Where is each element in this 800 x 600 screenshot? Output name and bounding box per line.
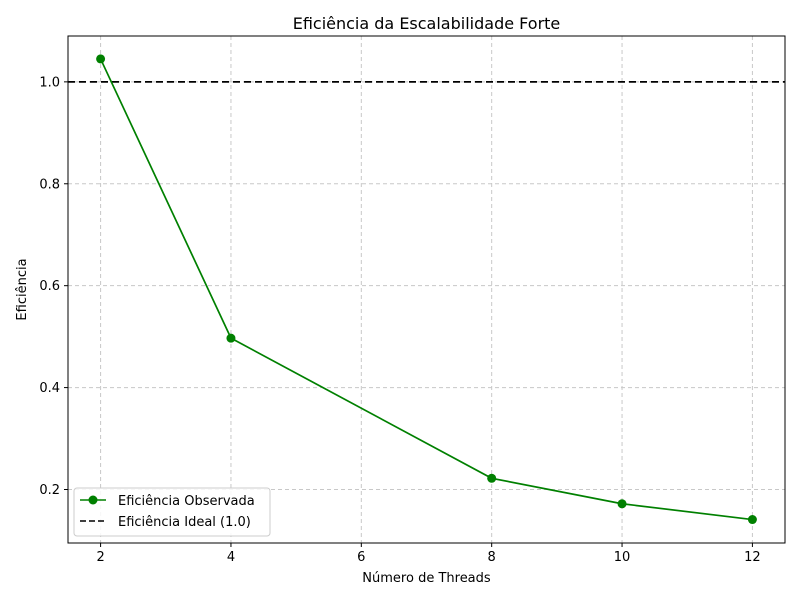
legend-ideal-label: Eficiência Ideal (1.0) — [118, 515, 251, 530]
y-axis-ticks: 0.2 0.4 0.6 0.8 1.0 — [39, 75, 68, 498]
y-tick-label: 0.6 — [39, 279, 60, 294]
y-tick-label: 0.8 — [39, 177, 60, 192]
observed-efficiency-point — [487, 473, 497, 483]
x-tick-label: 8 — [488, 550, 496, 565]
legend: Eficiência Observada Eficiência Ideal (1… — [73, 487, 271, 537]
x-tick-label: 10 — [614, 550, 631, 565]
y-tick-label: 0.2 — [39, 483, 60, 498]
x-tick-label: 6 — [357, 550, 365, 565]
y-tick-label: 1.0 — [39, 75, 60, 90]
x-tick-label: 4 — [227, 550, 235, 565]
x-axis-ticks: 2 4 6 8 10 12 — [96, 543, 761, 565]
plot-frame — [67, 35, 786, 544]
observed-efficiency-point — [226, 333, 236, 343]
x-tick-label: 12 — [744, 550, 761, 565]
x-axis-label: Número de Threads — [362, 571, 491, 586]
x-tick-label: 2 — [96, 550, 104, 565]
observed-efficiency-point — [617, 499, 627, 509]
y-axis-label: Eficiência — [15, 258, 30, 320]
series-group — [96, 54, 757, 525]
legend-observed-label: Eficiência Observada — [118, 494, 255, 509]
observed-efficiency-point — [747, 515, 757, 525]
observed-efficiency-point — [96, 54, 106, 64]
chart-title: Eficiência da Escalabilidade Forte — [293, 14, 561, 33]
legend-observed-marker — [88, 495, 98, 505]
legend-box — [73, 487, 271, 537]
y-tick-label: 0.4 — [39, 381, 60, 396]
